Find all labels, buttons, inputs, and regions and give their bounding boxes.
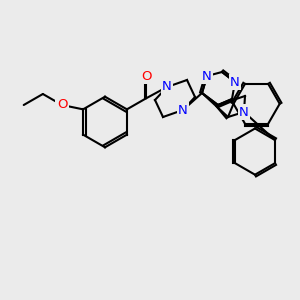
Text: N: N — [239, 106, 249, 118]
Text: N: N — [230, 76, 240, 88]
Text: N: N — [202, 70, 212, 83]
Text: N: N — [162, 80, 172, 94]
Text: O: O — [141, 70, 151, 83]
Text: N: N — [178, 103, 188, 116]
Text: O: O — [57, 98, 67, 112]
